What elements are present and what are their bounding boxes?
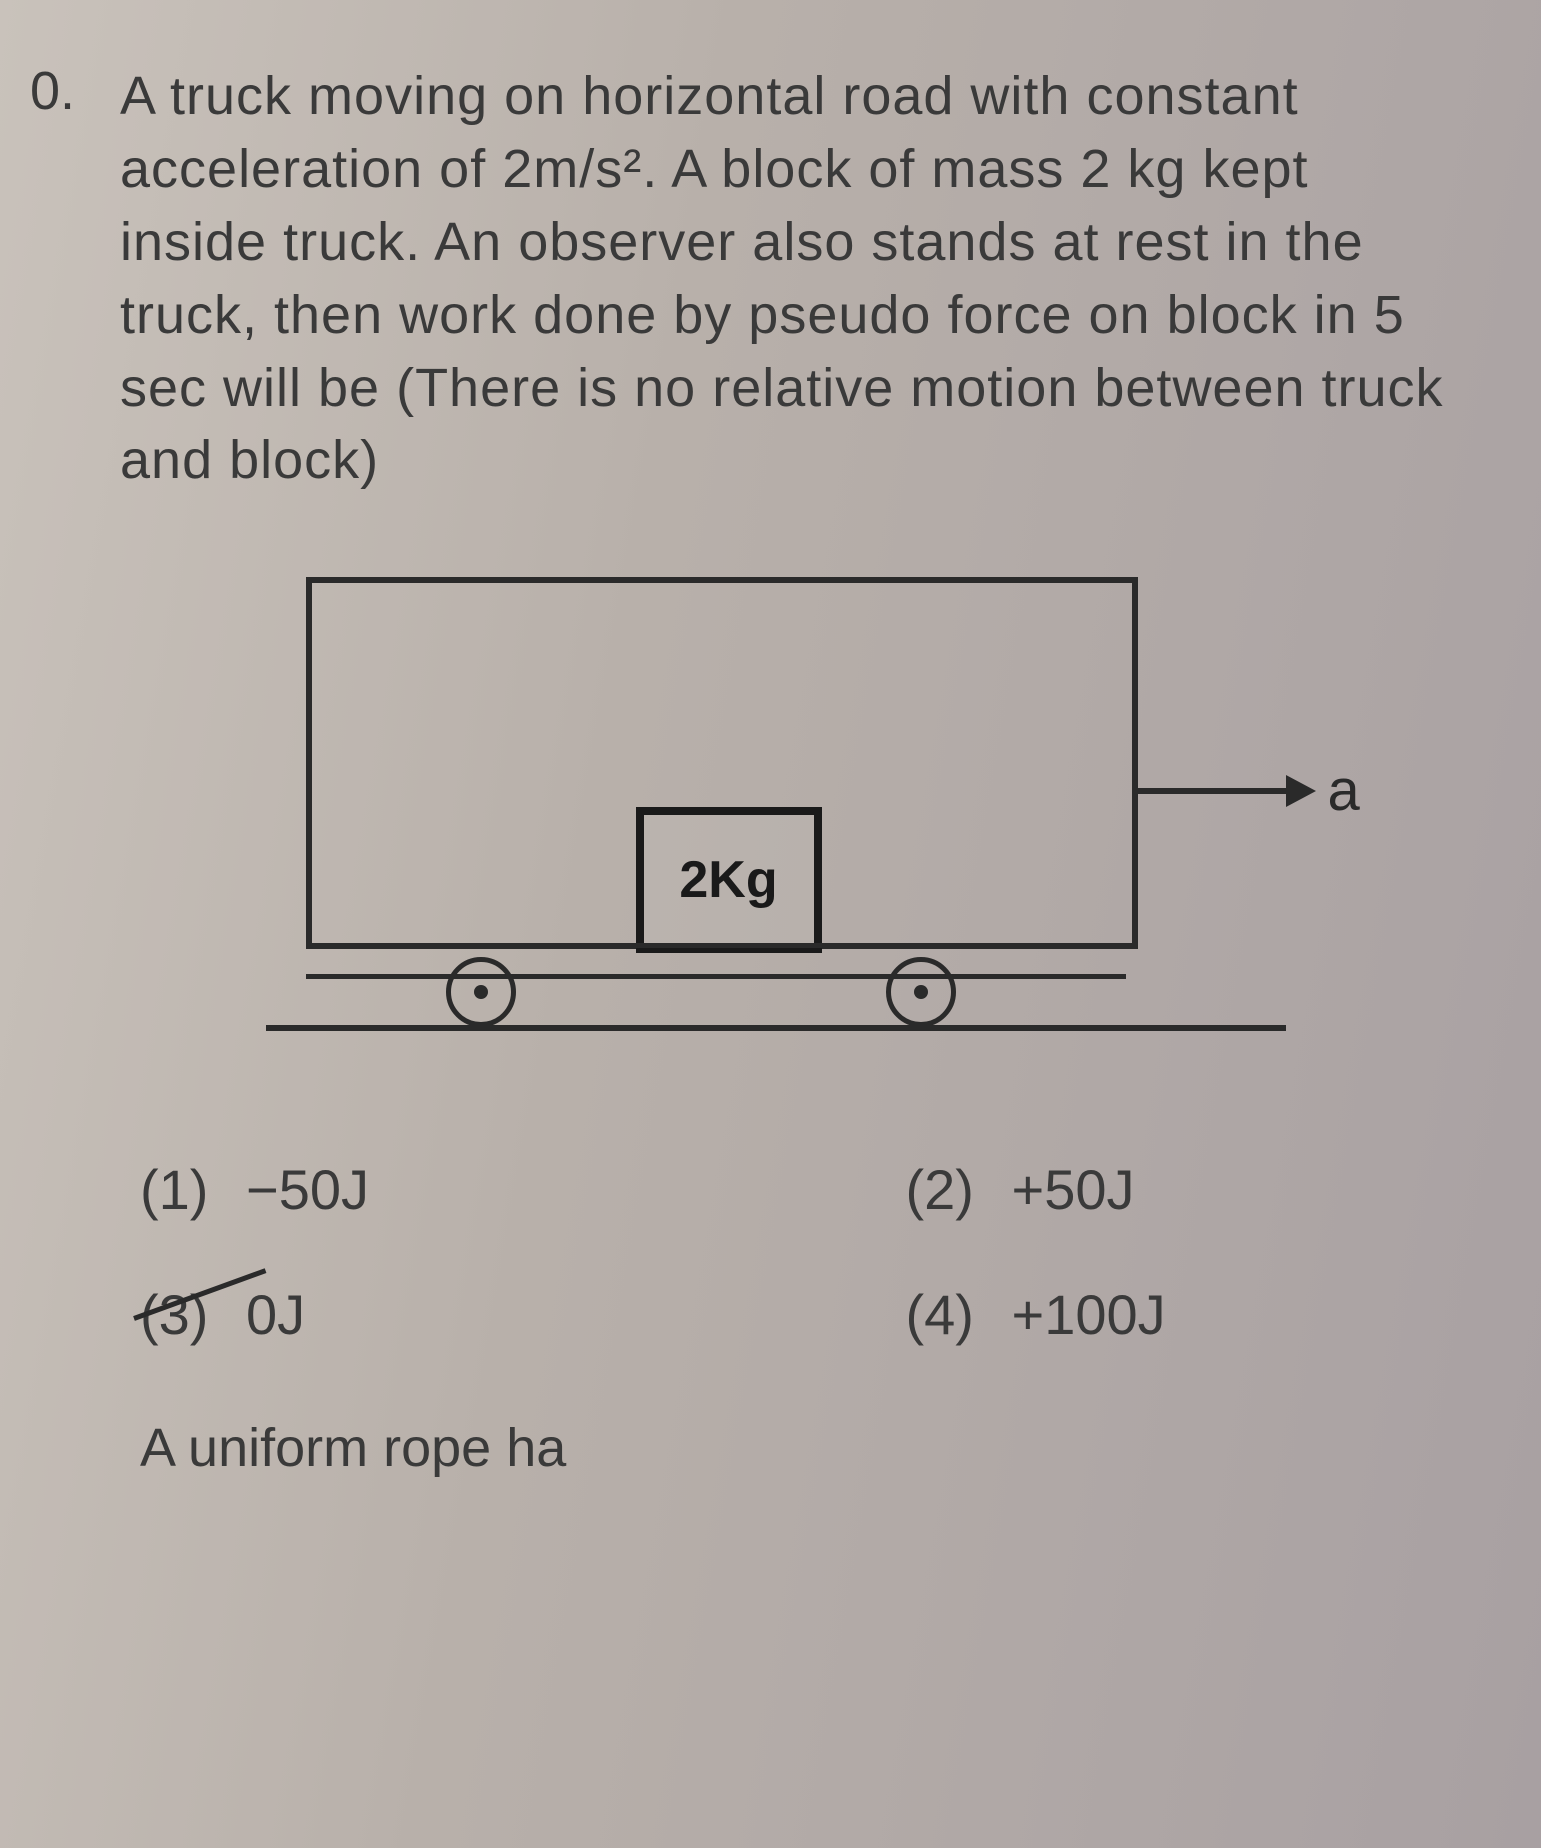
option-number: (3) [140, 1282, 230, 1347]
next-question-fragment: A uniform rope ha [120, 1417, 1471, 1479]
question-text: A truck moving on horizontal road with c… [120, 60, 1471, 497]
option-text: 0J [246, 1282, 305, 1347]
wheel-left [446, 957, 516, 1027]
truck-bed [306, 943, 1126, 979]
option-text: +100J [1012, 1282, 1166, 1347]
arrow-line [1136, 788, 1286, 794]
option-text: +50J [1012, 1157, 1135, 1222]
question-number: 0. [30, 60, 75, 122]
option-3[interactable]: (3) 0J [140, 1282, 706, 1347]
option-4[interactable]: (4) +100J [906, 1282, 1472, 1347]
acceleration-arrow: a [1136, 757, 1360, 824]
option-number: (2) [906, 1157, 996, 1222]
wheel-dot [914, 985, 928, 999]
mass-block: 2Kg [636, 807, 822, 953]
wheel-right [886, 957, 956, 1027]
option-number: (1) [140, 1157, 230, 1222]
page: 0. A truck moving on horizontal road wit… [0, 0, 1541, 1848]
figure-container: 2Kg a [120, 557, 1471, 1077]
truck-figure: 2Kg a [246, 557, 1346, 1077]
block-label: 2Kg [679, 850, 777, 910]
option-2[interactable]: (2) +50J [906, 1157, 1472, 1222]
ground-line [266, 1025, 1286, 1031]
arrow-label: a [1328, 757, 1360, 824]
options-grid: (1) −50J (2) +50J (3) 0J (4) +100J [120, 1157, 1471, 1347]
option-1[interactable]: (1) −50J [140, 1157, 706, 1222]
option-number: (4) [906, 1282, 996, 1347]
wheel-dot [474, 985, 488, 999]
option-text: −50J [246, 1157, 369, 1222]
arrow-head-icon [1286, 775, 1316, 807]
